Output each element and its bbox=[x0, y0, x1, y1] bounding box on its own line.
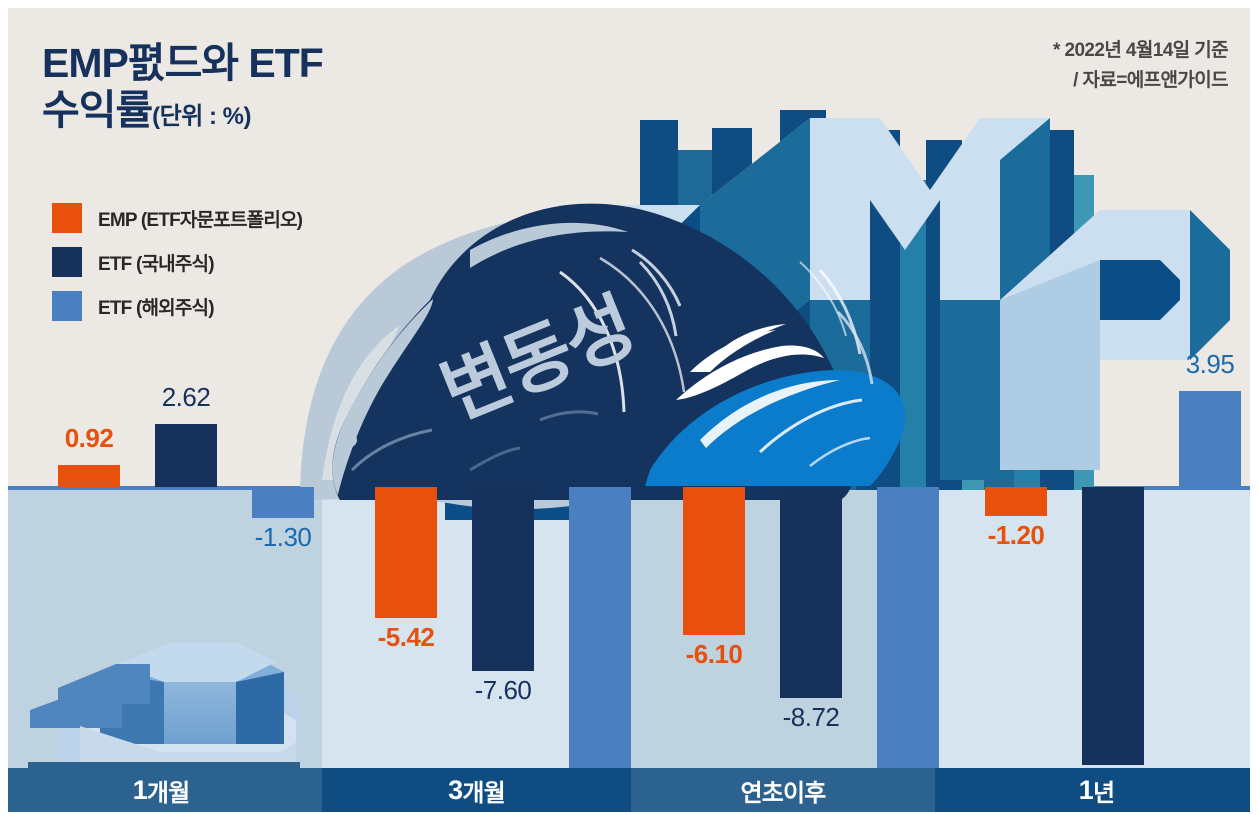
title-unit: (단위 : %) bbox=[152, 103, 251, 130]
legend-swatch-icon bbox=[52, 203, 82, 233]
frame-top bbox=[0, 0, 1258, 8]
legend-swatch-icon bbox=[52, 247, 82, 277]
bar-value-label: 0.92 bbox=[64, 422, 114, 453]
category-label-lead: 1 bbox=[132, 774, 148, 805]
frame-left bbox=[0, 0, 8, 815]
bar-etf-domestic[interactable] bbox=[472, 487, 534, 671]
bar-value-label: 3.95 bbox=[1185, 349, 1235, 380]
page-title: EMP폀드와 ETF 수익률(단위 : %) bbox=[42, 40, 562, 140]
bar-etf-domestic[interactable] bbox=[1082, 487, 1144, 766]
bar-value-label: 2.62 bbox=[161, 381, 211, 412]
source-line-1: * 2022년 4월14일 기준 bbox=[1053, 40, 1229, 61]
legend-item[interactable]: ETF (해외주식) bbox=[52, 284, 302, 328]
legend-item[interactable]: ETF (국내주식) bbox=[52, 240, 302, 284]
category-label-2[interactable]: 3 개월 bbox=[322, 768, 631, 812]
category-label-text: 개월 bbox=[146, 779, 190, 807]
category-axis: 1 개월 3 개월 연초이후 1 년 bbox=[0, 768, 1258, 812]
frame-right bbox=[1250, 0, 1258, 815]
bar-value-label: -8.72 bbox=[782, 702, 840, 733]
bar-value-label: -1.30 bbox=[254, 522, 312, 553]
legend-item-label: EMP (ETF자문포트폴리오) bbox=[98, 209, 303, 231]
bar-etf-overseas[interactable] bbox=[877, 487, 939, 815]
category-label-text: 개월 bbox=[462, 779, 505, 807]
bar-value-label: -5.42 bbox=[377, 622, 435, 653]
bar-emp[interactable] bbox=[683, 487, 745, 635]
category-label-lead: 3 bbox=[448, 774, 463, 805]
bar-value-label: -6.10 bbox=[685, 638, 743, 669]
source-line-2: / 자료=에프앤가이드 bbox=[1073, 70, 1229, 91]
frame-bottom bbox=[0, 812, 1258, 815]
bar-etf-overseas[interactable] bbox=[1179, 391, 1241, 487]
bar-etf-overseas[interactable] bbox=[252, 487, 314, 519]
bar-value-label: -7.60 bbox=[474, 674, 532, 705]
category-label-text: 년 bbox=[1092, 779, 1115, 807]
legend-item-label: ETF (국내주식) bbox=[98, 253, 215, 275]
legend-item[interactable]: EMP (ETF자문포트폴리오) bbox=[52, 196, 303, 240]
bar-etf-domestic[interactable] bbox=[155, 423, 217, 487]
source-note: * 2022년 4월14일 기준 / 자료=에프앤가이드 bbox=[1053, 36, 1229, 96]
category-label-lead: 1 bbox=[1078, 774, 1094, 805]
legend-item-label: ETF (해외주식) bbox=[98, 297, 215, 319]
bar-value-label: -1.20 bbox=[987, 520, 1045, 551]
bar-etf-domestic[interactable] bbox=[780, 487, 842, 699]
title-line-2: 수익률 bbox=[42, 87, 153, 133]
bar-etf-overseas[interactable] bbox=[569, 487, 631, 784]
legend-swatch-icon bbox=[52, 291, 82, 321]
category-label-1[interactable]: 1 개월 bbox=[0, 768, 322, 812]
bars-layer: 0.922.62-1.30-5.42-7.60-12.25-6.10-8.72-… bbox=[58, 349, 1241, 815]
category-label-text: 연초이후 bbox=[740, 779, 826, 807]
title-line-1: EMP폀드와 ETF bbox=[42, 40, 324, 86]
bar-emp[interactable] bbox=[985, 487, 1047, 517]
chart-legend: EMP (ETF자문포트폴리오) ETF (국내주식) ETF (해외주식) bbox=[52, 196, 303, 328]
bar-emp[interactable] bbox=[58, 464, 120, 487]
bar-emp[interactable] bbox=[375, 487, 437, 619]
category-label-3[interactable]: 연초이후 bbox=[631, 768, 935, 812]
